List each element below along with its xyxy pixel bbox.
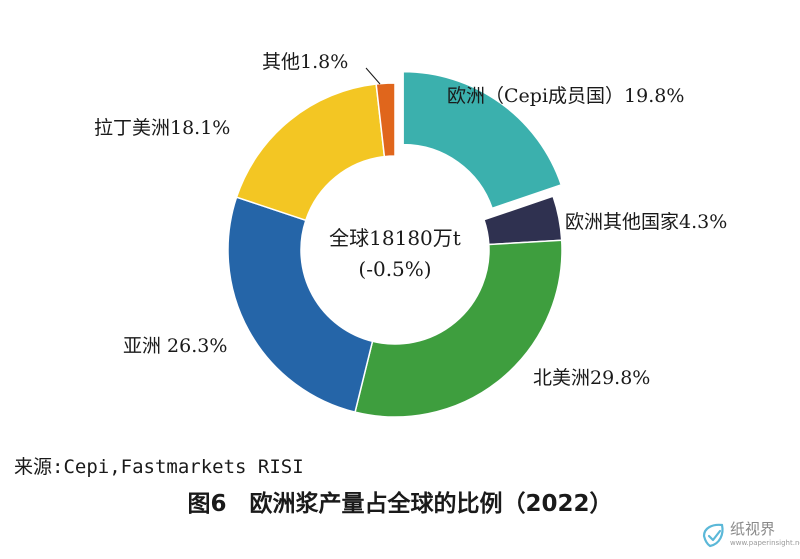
donut-slice-2 bbox=[354, 239, 563, 418]
donut-slice-3 bbox=[227, 196, 374, 414]
slice-labels: 欧洲（Cepi成员国）19.8% 欧洲其他国家4.3% 北美洲29.8% 亚洲 26.… bbox=[94, 51, 727, 389]
donut-slice-4 bbox=[235, 83, 386, 222]
donut-slices bbox=[227, 70, 563, 418]
slice-label-1: 欧洲其他国家4.3% bbox=[565, 211, 727, 233]
slice-label-5: 其他1.8% bbox=[262, 51, 348, 73]
center-change-label: (-0.5%) bbox=[358, 257, 431, 281]
leaf-check-icon bbox=[702, 523, 724, 548]
slice-label-3: 亚洲 26.3% bbox=[123, 335, 227, 357]
watermark-url: www.paperinsight.net bbox=[730, 539, 800, 547]
donut-slice-0 bbox=[402, 70, 563, 210]
slice-label-0: 欧洲（Cepi成员国）19.8% bbox=[447, 85, 684, 107]
source-note: 来源:Cepi,Fastmarkets RISI bbox=[14, 456, 304, 478]
slice-label-4: 拉丁美洲18.1% bbox=[94, 117, 230, 139]
leader-lines bbox=[365, 67, 381, 85]
watermark-logo: 纸视界 www.paperinsight.net bbox=[700, 518, 800, 554]
slice-label-2: 北美洲29.8% bbox=[533, 367, 650, 389]
watermark-name: 纸视界 bbox=[730, 520, 776, 538]
center-total-label: 全球18180万t bbox=[329, 226, 461, 250]
figure-title: 图6 欧洲浆产量占全球的比例（2022） bbox=[187, 491, 613, 517]
donut-slice-5 bbox=[375, 82, 396, 158]
leader-line-other bbox=[365, 67, 381, 85]
